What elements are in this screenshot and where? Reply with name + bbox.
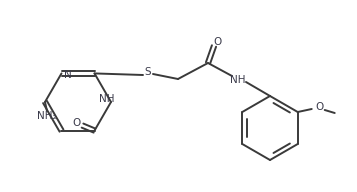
Text: S: S: [145, 67, 151, 77]
Text: O: O: [316, 102, 324, 112]
Text: NH: NH: [99, 94, 115, 104]
Text: O: O: [214, 37, 222, 47]
Text: NH₂: NH₂: [37, 111, 57, 121]
Text: N: N: [64, 70, 71, 80]
Text: O: O: [72, 118, 81, 127]
Text: NH: NH: [230, 75, 246, 85]
